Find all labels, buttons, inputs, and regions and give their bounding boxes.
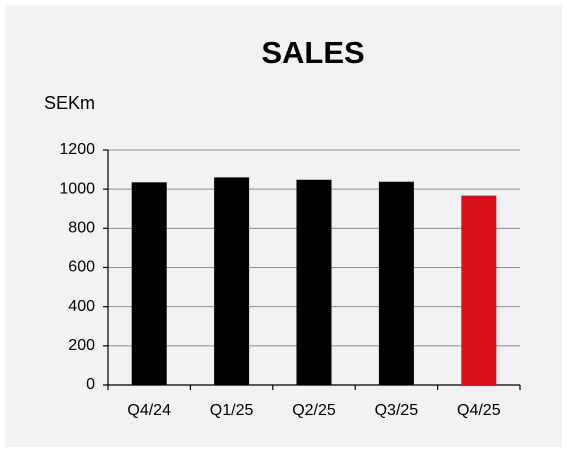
y-tick-label: 600 <box>68 259 95 276</box>
y-tick-label: 1000 <box>59 180 95 197</box>
bar <box>378 181 414 385</box>
x-tick-label: Q4/25 <box>457 402 501 419</box>
bar <box>461 195 497 385</box>
y-axis-label: SEKm <box>44 93 95 113</box>
x-tick-label: Q3/25 <box>375 402 419 419</box>
y-tick-label: 200 <box>68 337 95 354</box>
y-tick-label: 0 <box>86 376 95 393</box>
chart-title: SALES <box>261 35 364 70</box>
x-tick-label: Q2/25 <box>292 402 336 419</box>
bar <box>296 179 332 385</box>
x-tick-label: Q4/24 <box>127 402 171 419</box>
bar <box>131 182 167 385</box>
y-tick-label: 400 <box>68 298 95 315</box>
y-tick-label: 1200 <box>59 141 95 158</box>
x-tick-label: Q1/25 <box>210 402 254 419</box>
bar <box>214 177 250 385</box>
y-tick-label: 800 <box>68 220 95 237</box>
